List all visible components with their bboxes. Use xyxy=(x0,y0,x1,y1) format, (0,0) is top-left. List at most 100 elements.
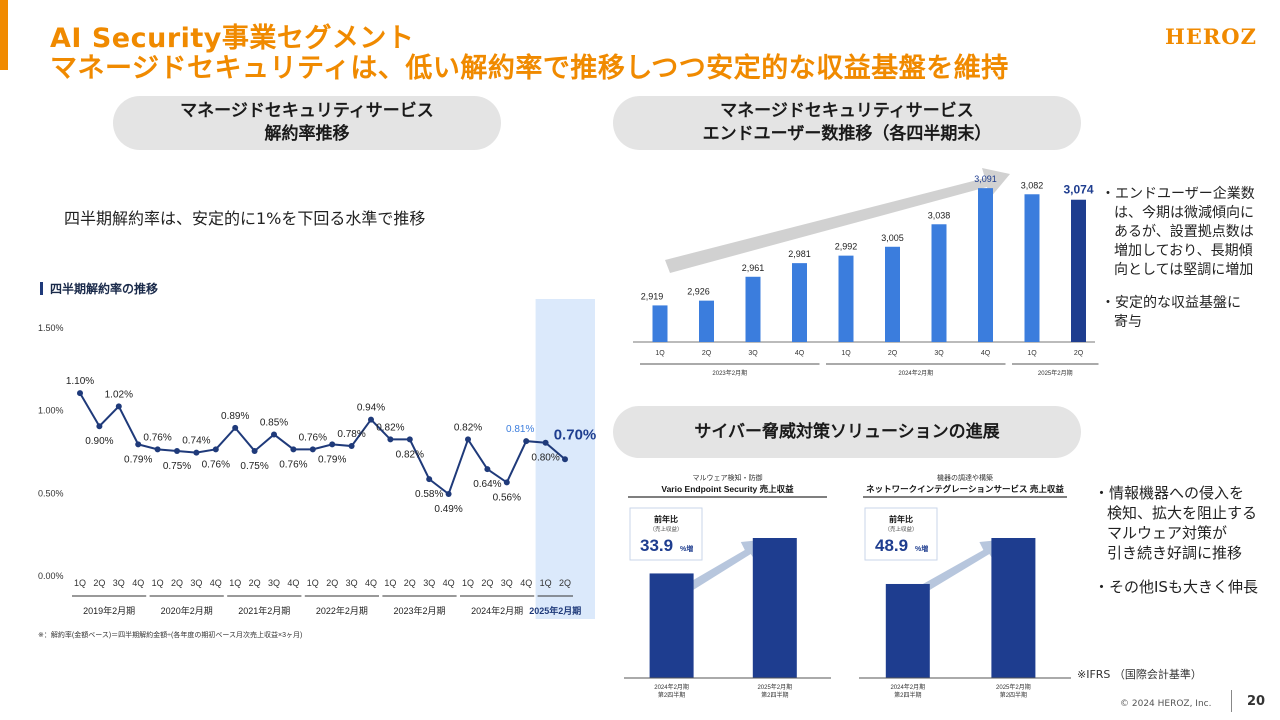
x-tick-label: 2Q xyxy=(171,578,183,588)
users-bar xyxy=(978,188,993,342)
churn-point xyxy=(484,466,491,473)
group-label: 2020年2月期 xyxy=(161,605,213,616)
churn-pill-line1: マネージドセキュリティサービス xyxy=(180,101,434,121)
churn-data-label: 0.79% xyxy=(124,454,152,465)
churn-data-label: 0.64% xyxy=(473,479,501,490)
cyber-bullets: ・情報機器への侵入を 検知、拡大を阻止する マルウェア対策が 引き続き好調に推移 ・その… xyxy=(1094,483,1258,611)
users-x-label: 1Q xyxy=(841,350,851,357)
users-x-label: 3Q xyxy=(748,350,758,357)
endusers-bullet-line: 向としては堅調に増加 xyxy=(1114,262,1254,278)
x-tick-label: 2Q xyxy=(326,578,338,588)
churn-point xyxy=(465,436,471,443)
users-x-label: 2Q xyxy=(702,350,712,357)
network-x-label: 2024年2月期 xyxy=(890,683,925,691)
churn-footnote: ※：解約率(金額ベース)＝四半期解約金額÷(各年度の期初ベース月次売上収益×3ヶ… xyxy=(38,630,302,639)
x-tick-label: 3Q xyxy=(501,578,513,588)
endusers-bullet-line: ・安定的な収益基盤に xyxy=(1101,295,1241,311)
page-number: 20 xyxy=(1247,694,1266,709)
vario-badge-sub: （売上収益） xyxy=(649,525,682,533)
group-label: 2021年2月期 xyxy=(238,605,290,616)
chart-title-marker xyxy=(40,282,43,295)
churn-data-label: 0.56% xyxy=(493,492,521,503)
cyber-bullet-line: ・情報機器への侵入を xyxy=(1094,484,1245,502)
endusers-bullet-line: あるが、設置拠点数は xyxy=(1114,224,1254,240)
network-badge-sub: （売上収益） xyxy=(884,525,917,533)
users-bar-label: 2,992 xyxy=(835,242,858,252)
churn-point xyxy=(426,476,433,483)
churn-data-label: 0.76% xyxy=(143,432,171,443)
vario-x-label: 2024年2月期 xyxy=(654,683,689,691)
churn-data-label: 1.10% xyxy=(66,376,94,387)
users-bar xyxy=(745,276,761,342)
churn-point xyxy=(290,446,297,453)
cyber-section-pill: サイバー脅威対策ソリューションの進展 xyxy=(613,406,1081,458)
cyber-bullet-line: ・その他ISも大きく伸長 xyxy=(1094,578,1258,596)
y-tick-label: 1.50% xyxy=(38,323,64,333)
users-bar xyxy=(652,305,668,342)
churn-point xyxy=(387,436,394,443)
users-bar-label: 2,919 xyxy=(641,291,664,301)
cyber-bullet-line: 検知、拡大を阻止する xyxy=(1107,504,1258,522)
ifrs-note: ※IFRS （国際会計基準） xyxy=(1077,668,1202,681)
churn-data-label: 0.81% xyxy=(506,424,534,435)
churn-data-label: 0.58% xyxy=(415,489,443,500)
users-bar xyxy=(792,263,807,342)
network-x-label: 第2四半期 xyxy=(1000,691,1027,699)
vario-x-label: 2025年2月期 xyxy=(757,683,792,691)
churn-point xyxy=(503,479,510,486)
x-tick-label: 1Q xyxy=(540,578,552,588)
users-bar xyxy=(1024,194,1040,342)
churn-point xyxy=(368,416,374,423)
users-group-label: 2025年2月期 xyxy=(1038,369,1073,377)
users-bar-label: 3,091 xyxy=(974,174,997,184)
churn-data-label: 0.79% xyxy=(318,454,346,465)
y-tick-label: 0.00% xyxy=(38,571,64,581)
page-title: AI Security事業セグメント xyxy=(50,23,415,54)
x-tick-label: 2Q xyxy=(249,578,261,588)
users-bar-label: 3,005 xyxy=(881,233,904,243)
churn-pill-line2: 解約率推移 xyxy=(264,124,350,144)
endusers-bar-chart: 2,919 1Q 2,926 2Q 2,961 3Q 2,981 4Q 2,992 1Q 3,005… xyxy=(633,168,1099,377)
churn-point xyxy=(232,424,239,431)
churn-point xyxy=(96,423,103,430)
users-bar-label: 2,981 xyxy=(788,249,811,259)
vario-x-label: 第2四半期 xyxy=(761,691,788,699)
churn-point xyxy=(445,490,452,497)
x-tick-label: 4Q xyxy=(210,578,222,588)
churn-data-label: 0.76% xyxy=(279,459,307,470)
churn-section-pill: マネージドセキュリティサービス 解約率推移 xyxy=(113,96,501,150)
x-tick-label: 1Q xyxy=(152,578,164,588)
endusers-bullet: ・エンドユーザー企業数 は、今期は微減傾向に あるが、設置拠点数は 増加しており、長期… xyxy=(1101,185,1255,280)
network-growth-arrow xyxy=(915,540,1000,596)
x-tick-label: 4Q xyxy=(132,578,144,588)
endusers-bullet-line: は、今期は微減傾向に xyxy=(1114,205,1254,221)
churn-data-label: 0.75% xyxy=(240,461,268,472)
churn-data-label: 1.02% xyxy=(105,389,133,400)
network-bar xyxy=(991,538,1036,678)
churn-point xyxy=(406,436,413,443)
network-x-label: 第2四半期 xyxy=(894,691,921,699)
churn-data-label: 0.90% xyxy=(85,436,113,447)
endusers-bullets: ・エンドユーザー企業数 は、今期は微減傾向に あるが、設置拠点数は 増加しており、長期… xyxy=(1101,185,1255,346)
churn-point xyxy=(271,431,277,438)
endusers-section-pill: マネージドセキュリティサービス エンドユーザー数推移（各四半期末） xyxy=(613,96,1081,150)
cyber-bullet-line: マルウェア対策が xyxy=(1107,524,1228,542)
trend-arrow xyxy=(665,168,1010,273)
network-title: ネットワークインテグレーションサービス 売上収益 xyxy=(866,484,1064,494)
users-bar-label: 2,926 xyxy=(687,287,710,297)
churn-point xyxy=(77,390,83,397)
churn-line xyxy=(79,392,566,496)
network-x-label: 2025年2月期 xyxy=(996,683,1031,691)
users-bar xyxy=(1071,199,1086,342)
users-bar-label: 3,038 xyxy=(928,210,951,220)
x-tick-label: 1Q xyxy=(74,578,86,588)
x-tick-label: 3Q xyxy=(268,578,280,588)
churn-data-label: 0.85% xyxy=(260,417,288,428)
x-tick-label: 3Q xyxy=(113,578,125,588)
x-tick-label: 2Q xyxy=(559,578,571,588)
churn-chart-title: 四半期解約率の推移 xyxy=(50,281,158,296)
endusers-pill-line2: エンドユーザー数推移（各四半期末） xyxy=(702,124,992,144)
footer-divider xyxy=(1231,690,1232,712)
users-x-label: 2Q xyxy=(1074,350,1084,357)
